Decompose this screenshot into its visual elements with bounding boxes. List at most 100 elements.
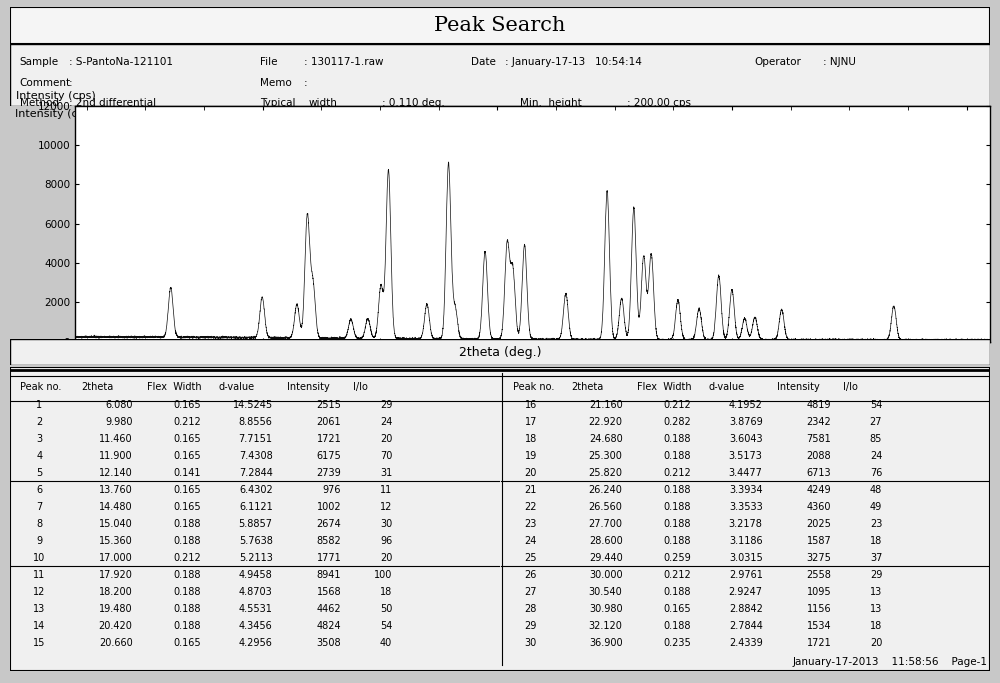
Text: 13: 13 [33,604,46,614]
Text: 18: 18 [380,587,392,597]
Text: 2025: 2025 [806,519,831,529]
Text: 26.560: 26.560 [589,502,622,512]
Text: 17: 17 [525,417,537,427]
Text: 0.188: 0.188 [664,502,691,512]
Text: 29: 29 [525,621,537,631]
Text: 11.460: 11.460 [99,434,132,444]
Text: 4819: 4819 [807,400,831,410]
Text: 12: 12 [33,587,46,597]
Text: 5.7638: 5.7638 [239,536,273,546]
Text: 12: 12 [380,502,392,512]
Text: 28: 28 [525,604,537,614]
Text: 2674: 2674 [316,519,341,529]
Text: 0.188: 0.188 [174,519,201,529]
Text: width: width [309,98,338,109]
Text: 14: 14 [33,621,46,631]
Text: 7.2844: 7.2844 [239,468,273,478]
Text: : 200.00 cps: : 200.00 cps [627,98,691,109]
Text: 2342: 2342 [806,417,831,427]
Text: 2.7844: 2.7844 [729,621,763,631]
Text: 3.8769: 3.8769 [729,417,763,427]
Text: : NJNU: : NJNU [823,57,856,67]
Text: 19.480: 19.480 [99,604,132,614]
Text: Flex  Width: Flex Width [147,382,202,391]
Text: 24: 24 [870,451,882,461]
FancyBboxPatch shape [10,7,990,44]
Text: 0.188: 0.188 [664,485,691,495]
Text: 23: 23 [525,519,537,529]
Text: 2515: 2515 [316,400,341,410]
Text: 0.188: 0.188 [664,519,691,529]
Text: 21.160: 21.160 [589,400,622,410]
Text: 0.212: 0.212 [173,553,201,563]
Text: 2: 2 [36,417,43,427]
Text: Date: Date [471,57,495,67]
Text: Sample: Sample [20,57,59,67]
Text: 49: 49 [870,502,882,512]
Text: 26: 26 [525,570,537,580]
Text: 3275: 3275 [806,553,831,563]
Text: 11.900: 11.900 [99,451,132,461]
Text: 30.540: 30.540 [589,587,622,597]
Text: 0.188: 0.188 [664,587,691,597]
Text: Peak Search: Peak Search [434,16,566,35]
Text: 10: 10 [33,553,46,563]
Text: I/Io: I/Io [843,382,858,391]
Text: 0.165: 0.165 [173,485,201,495]
Text: 4.2956: 4.2956 [239,638,273,648]
Text: 6175: 6175 [316,451,341,461]
Text: 18: 18 [525,434,537,444]
Text: 0.188: 0.188 [174,536,201,546]
Text: 3.2178: 3.2178 [729,519,763,529]
Text: January-17-2013    11:58:56    Page-1: January-17-2013 11:58:56 Page-1 [793,657,988,667]
Text: 85: 85 [870,434,882,444]
Text: 9.980: 9.980 [105,417,132,427]
Text: 29: 29 [870,570,882,580]
Text: 27.700: 27.700 [588,519,622,529]
Text: d-value: d-value [709,382,745,391]
Text: 4: 4 [36,451,42,461]
Text: Flex  Width: Flex Width [637,382,692,391]
Text: 54: 54 [380,621,392,631]
Text: 3.3533: 3.3533 [729,502,763,512]
Text: 4.9458: 4.9458 [239,570,273,580]
Text: 0.235: 0.235 [663,638,691,648]
Text: 17.920: 17.920 [99,570,132,580]
Text: 21: 21 [525,485,537,495]
Text: Method: Method [20,98,59,109]
Text: Operator: Operator [755,57,802,67]
Text: 3.1186: 3.1186 [729,536,763,546]
Text: 8: 8 [36,519,42,529]
Text: 3.0315: 3.0315 [729,553,763,563]
Text: 3.5173: 3.5173 [729,451,763,461]
Text: Peak no.: Peak no. [513,382,554,391]
Text: 0.188: 0.188 [174,587,201,597]
Text: 0.188: 0.188 [174,604,201,614]
Text: 0.165: 0.165 [173,451,201,461]
Text: 50: 50 [380,604,392,614]
Text: 25.820: 25.820 [588,468,622,478]
Text: 30.980: 30.980 [589,604,622,614]
Text: 2.9247: 2.9247 [729,587,763,597]
Text: 30: 30 [525,638,537,648]
Text: Peak no.: Peak no. [20,382,61,391]
Text: Intensity (cps): Intensity (cps) [15,109,95,120]
Text: 4.3456: 4.3456 [239,621,273,631]
Text: : 2nd differential: : 2nd differential [69,98,156,109]
Text: 0.165: 0.165 [663,604,691,614]
Text: 13: 13 [870,604,882,614]
Text: 1534: 1534 [807,621,831,631]
Text: 40: 40 [380,638,392,648]
Text: 0.188: 0.188 [174,570,201,580]
Text: 2theta: 2theta [82,382,114,391]
Text: 13: 13 [870,587,882,597]
Text: Min.  height: Min. height [520,98,581,109]
Text: 8582: 8582 [316,536,341,546]
Text: 15.040: 15.040 [99,519,132,529]
Text: 20: 20 [380,553,392,563]
Text: 0.212: 0.212 [173,417,201,427]
Text: 0.188: 0.188 [664,434,691,444]
Text: 2.4339: 2.4339 [729,638,763,648]
Text: 7: 7 [36,502,43,512]
Text: 30.000: 30.000 [589,570,622,580]
